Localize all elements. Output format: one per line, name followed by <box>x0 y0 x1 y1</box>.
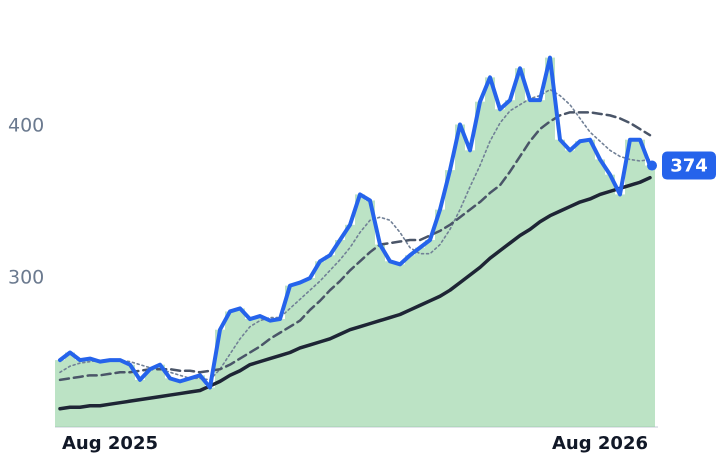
area-step <box>105 360 115 427</box>
area-step <box>525 100 535 427</box>
area-step <box>365 200 375 427</box>
area-step <box>325 255 335 427</box>
area-step <box>95 361 105 427</box>
area-step <box>645 165 655 427</box>
area-step <box>515 68 525 427</box>
y-tick-label: 300 <box>8 267 44 289</box>
area-step <box>265 320 275 427</box>
area-step <box>575 141 585 427</box>
area-step <box>55 360 65 427</box>
area-step <box>445 170 455 427</box>
area-step <box>605 174 615 427</box>
area-step <box>615 194 625 427</box>
area-step <box>225 311 235 427</box>
area-step <box>545 57 555 428</box>
area-step <box>65 352 75 427</box>
last-point <box>647 160 657 171</box>
last-value-label: 374 <box>670 156 708 177</box>
series-line <box>58 175 652 411</box>
area-step <box>215 329 225 427</box>
area-step <box>425 240 435 427</box>
area-step <box>255 316 265 427</box>
area-step <box>625 139 635 428</box>
area-step <box>345 224 355 427</box>
area-step <box>475 101 485 428</box>
area-step <box>285 285 295 427</box>
area-step <box>635 139 645 428</box>
area-step <box>355 194 365 427</box>
last-value-badge <box>662 151 716 180</box>
area-step <box>495 109 505 427</box>
area-step <box>505 100 515 427</box>
area-step <box>375 244 385 427</box>
area-step <box>185 378 195 427</box>
series-line <box>58 55 652 390</box>
area-step <box>85 358 95 427</box>
area-step <box>395 264 405 427</box>
x-tick-label: Aug 2026 <box>552 433 648 454</box>
area-step <box>195 375 205 427</box>
area-step <box>75 360 85 427</box>
area-step <box>115 360 125 427</box>
area-step <box>565 150 575 428</box>
area-step <box>435 209 445 427</box>
area-step <box>315 261 325 427</box>
area-step <box>295 282 305 427</box>
area-step <box>205 387 215 427</box>
area-step <box>405 255 415 427</box>
area-step <box>585 139 595 428</box>
area-step <box>455 124 465 427</box>
area-step <box>385 261 395 427</box>
area-step <box>245 319 255 427</box>
area-step <box>415 247 425 427</box>
series-line <box>58 111 652 382</box>
area-step <box>165 378 175 427</box>
area-step <box>595 159 605 427</box>
area-step <box>305 278 315 427</box>
area-step <box>175 381 185 427</box>
x-tick-label: Aug 2025 <box>62 433 158 454</box>
y-tick-label: 400 <box>8 115 44 137</box>
area-step <box>275 319 285 427</box>
area-step <box>485 77 495 428</box>
area-step <box>555 139 565 428</box>
area-step <box>125 364 135 427</box>
area-step <box>535 100 545 427</box>
area-step <box>235 308 245 427</box>
area-step <box>135 379 145 427</box>
area-step <box>465 150 475 428</box>
